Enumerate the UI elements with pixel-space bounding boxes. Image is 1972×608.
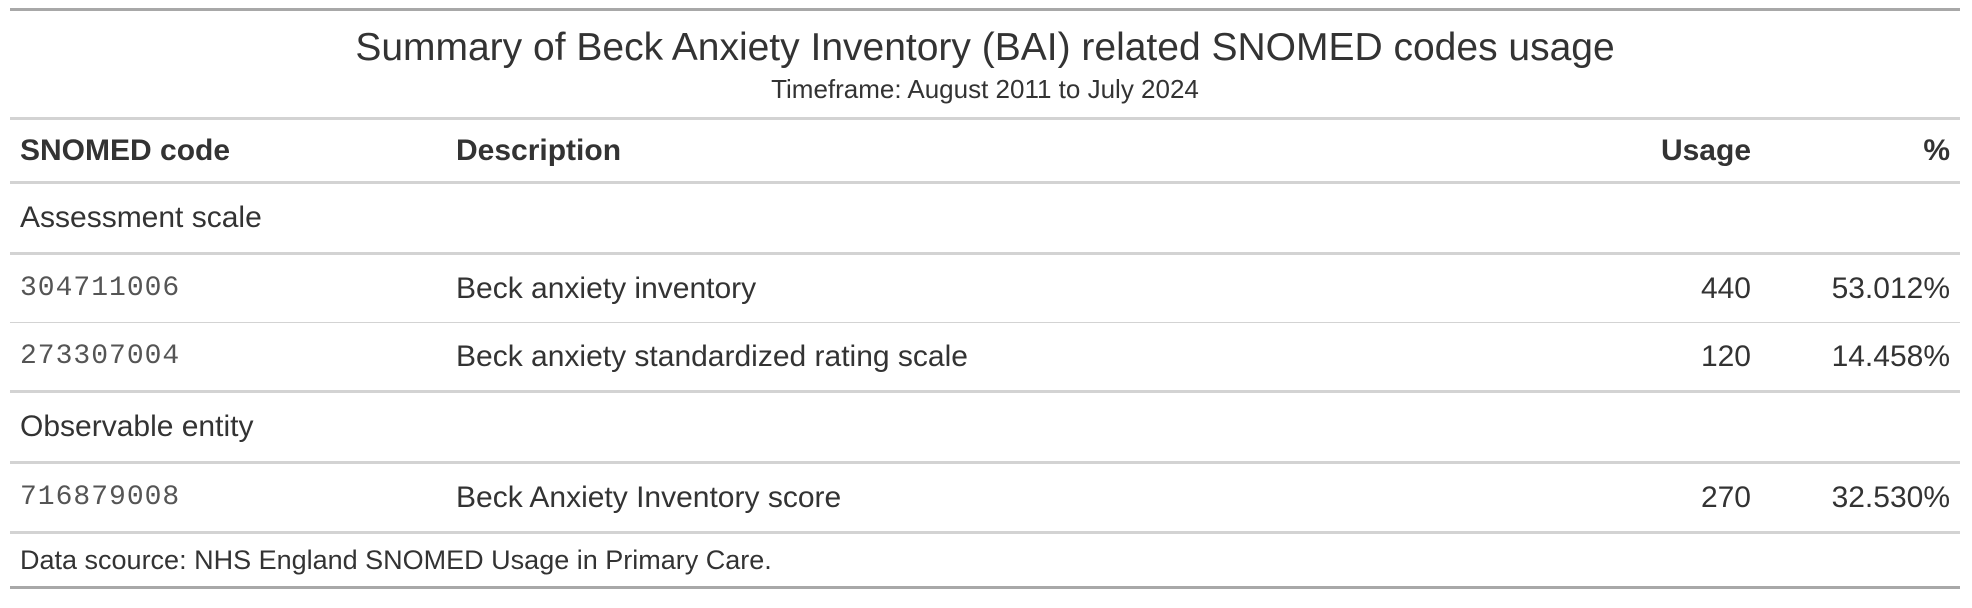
group-label: Observable entity <box>10 391 1960 464</box>
usage-table: SNOMED code Description Usage % Assessme… <box>10 120 1960 534</box>
usage-cell: 440 <box>1646 253 1761 323</box>
usage-cell: 270 <box>1646 462 1761 534</box>
summary-table: Summary of Beck Anxiety Inventory (BAI) … <box>10 8 1960 589</box>
column-header-description: Description <box>446 120 1646 184</box>
snomed-code-cell: 716879008 <box>10 462 446 534</box>
column-header-usage: Usage <box>1646 120 1761 184</box>
percent-cell: 14.458% <box>1761 322 1960 393</box>
description-cell: Beck anxiety inventory <box>446 253 1646 323</box>
top-rule <box>10 8 1960 11</box>
table-heading: Summary of Beck Anxiety Inventory (BAI) … <box>10 11 1960 120</box>
snomed-code-cell: 273307004 <box>10 322 446 393</box>
usage-cell: 120 <box>1646 322 1761 393</box>
group-row: Assessment scale <box>10 182 1960 255</box>
description-cell: Beck anxiety standardized rating scale <box>446 322 1646 393</box>
description-cell: Beck Anxiety Inventory score <box>446 462 1646 534</box>
source-note: Data scource: NHS England SNOMED Usage i… <box>10 534 1960 589</box>
group-label: Assessment scale <box>10 182 1960 255</box>
header-row: SNOMED code Description Usage % <box>10 120 1960 184</box>
table-row: 304711006 Beck anxiety inventory 440 53.… <box>10 253 1960 323</box>
table-row: 273307004 Beck anxiety standardized rati… <box>10 322 1960 393</box>
percent-cell: 32.530% <box>1761 462 1960 534</box>
column-header-percent: % <box>1761 120 1960 184</box>
percent-cell: 53.012% <box>1761 253 1960 323</box>
column-header-code: SNOMED code <box>10 120 446 184</box>
snomed-code-cell: 304711006 <box>10 253 446 323</box>
table-row: 716879008 Beck Anxiety Inventory score 2… <box>10 462 1960 534</box>
table-subtitle: Timeframe: August 2011 to July 2024 <box>771 74 1199 104</box>
group-row: Observable entity <box>10 391 1960 464</box>
table-title: Summary of Beck Anxiety Inventory (BAI) … <box>355 26 1615 69</box>
